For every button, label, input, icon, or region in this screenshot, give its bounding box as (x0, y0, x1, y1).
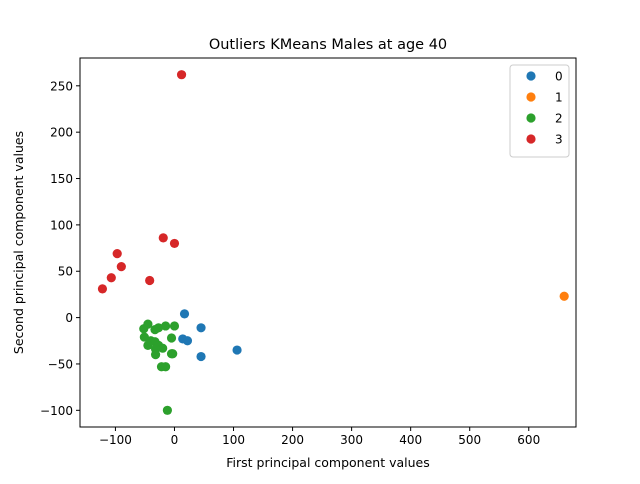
data-point-series-0-4 (196, 351, 206, 362)
x-axis-ticks: −100 0 100 200 300 400 500 600 (99, 427, 540, 447)
x-axis-label: First principal component values (226, 455, 429, 470)
legend: 0 1 2 3 (509, 64, 570, 158)
x-tick-label: 400 (399, 433, 422, 447)
data-point-series-3-7 (97, 284, 108, 294)
data-point-series-1-0 (559, 291, 569, 301)
data-point-series-2-5 (169, 321, 180, 331)
x-tick-label: 600 (517, 433, 540, 447)
data-point-series-2-16 (168, 349, 178, 359)
data-point-series-2-10 (158, 343, 168, 353)
data-point-series-2-4 (161, 321, 171, 331)
y-tick-label: 150 (50, 172, 73, 186)
data-points (97, 70, 569, 415)
legend-label-1: 1 (555, 91, 563, 105)
data-point-series-2-1 (139, 324, 149, 334)
legend-marker-1 (526, 92, 536, 102)
data-point-series-0-3 (182, 336, 193, 346)
y-tick-label: 250 (50, 79, 73, 93)
data-point-series-2-19 (162, 405, 172, 415)
x-tick-label: 300 (340, 433, 363, 447)
x-tick-label: 100 (222, 433, 245, 447)
x-tick-label: −100 (99, 433, 132, 447)
legend-marker-3 (526, 134, 536, 144)
data-point-series-2-18 (161, 362, 171, 372)
data-point-series-3-6 (145, 275, 155, 286)
x-tick-label: 0 (171, 433, 179, 447)
legend-label-0: 0 (555, 70, 563, 84)
data-point-series-0-1 (196, 323, 206, 333)
data-point-series-2-14 (166, 333, 177, 343)
y-tick-label: 50 (58, 265, 73, 279)
data-point-series-2-11 (143, 340, 153, 351)
plot-frame (79, 57, 577, 428)
data-point-series-3-5 (106, 273, 116, 283)
data-point-series-3-2 (169, 238, 180, 249)
data-point-series-0-5 (232, 345, 242, 355)
data-point-series-3-1 (158, 233, 168, 243)
legend-box (509, 64, 570, 158)
y-axis-ticks: −100 −50 0 50 100 150 200 250 (40, 79, 80, 418)
y-tick-label: 200 (50, 126, 73, 140)
legend-label-2: 2 (555, 112, 563, 126)
chart-title: Outliers KMeans Males at age 40 (209, 37, 447, 53)
y-tick-label: −50 (48, 357, 73, 371)
data-point-series-2-3 (153, 323, 164, 333)
data-point-series-3-3 (112, 249, 122, 259)
legend-marker-0 (526, 71, 536, 81)
x-tick-label: 500 (458, 433, 481, 447)
data-point-series-0-0 (179, 309, 190, 319)
y-tick-label: −100 (40, 404, 73, 418)
y-tick-label: 0 (65, 311, 73, 325)
y-axis-label: Second principal component values (11, 131, 26, 354)
x-tick-label: 200 (281, 433, 304, 447)
data-point-series-2-13 (150, 350, 161, 360)
legend-marker-2 (526, 113, 536, 123)
data-point-series-3-0 (176, 70, 187, 80)
y-tick-label: 100 (50, 218, 73, 232)
data-point-series-3-4 (116, 262, 126, 272)
legend-label-3: 3 (555, 133, 563, 147)
